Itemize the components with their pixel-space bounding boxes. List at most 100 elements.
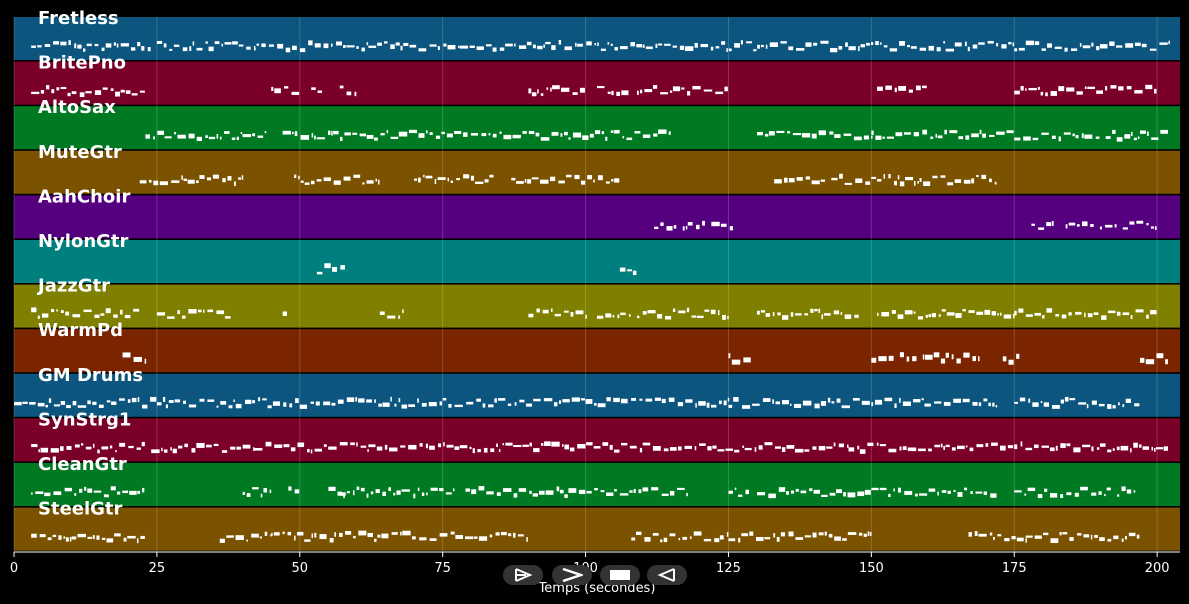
note [963,179,971,184]
note [1134,90,1143,94]
note [891,310,896,314]
note [38,449,40,453]
note [418,48,427,52]
note [1133,490,1136,493]
note [788,46,794,51]
note [206,444,212,448]
note [106,400,111,403]
note [838,443,844,448]
note [360,487,365,492]
note [66,404,71,409]
note [522,444,529,447]
note [954,179,962,183]
note [915,85,921,91]
note [402,530,411,536]
note [693,531,702,536]
note [765,44,768,49]
note [968,532,972,537]
note [1037,494,1043,499]
play-button[interactable] [503,565,543,585]
note [786,491,789,495]
fast-forward-button[interactable] [552,565,592,585]
note [780,41,787,44]
note [64,487,73,492]
note [902,446,907,451]
note [783,177,788,183]
rewind-button[interactable] [647,565,687,585]
note [863,533,867,537]
note [660,222,664,226]
note [137,397,140,402]
note [546,87,549,90]
note [300,180,304,183]
note [1122,404,1125,408]
note [614,129,620,134]
note [814,308,818,312]
note [277,43,284,49]
note [1047,43,1052,48]
note [374,399,376,403]
note [1093,312,1099,316]
note [888,173,891,179]
note [830,47,838,53]
note [498,398,506,401]
note [35,491,44,494]
note [765,313,770,317]
note [188,308,197,314]
note [660,92,668,95]
note [883,174,886,179]
note [1133,137,1137,141]
note [109,445,113,449]
track-lane [14,150,1180,194]
note [535,132,540,137]
note [668,397,675,402]
tick-label: 50 [292,561,309,576]
note [744,447,752,451]
note [742,405,751,409]
note [339,85,344,89]
note [1075,311,1082,315]
note [781,447,786,452]
stop-button[interactable] [600,565,640,585]
note [908,89,913,93]
note [572,92,578,95]
note [685,46,694,52]
note [777,312,781,316]
note [728,404,733,408]
note [568,488,577,493]
note [50,448,59,453]
note [1069,398,1076,401]
note [339,532,343,537]
note [882,136,885,139]
note [98,404,104,408]
note [955,313,962,318]
note [1099,443,1106,447]
note [1116,311,1121,316]
note [653,133,658,137]
note [945,352,949,358]
note [337,399,344,404]
note [605,181,610,184]
note [60,86,67,90]
note [1141,43,1147,48]
note [447,45,456,50]
note [458,45,460,49]
note [978,356,980,362]
note [74,444,80,448]
note [757,44,760,49]
note [836,489,842,494]
note [1041,445,1049,448]
rewind-icon [657,568,675,582]
note [443,442,445,447]
x-axis: 0255075100125150175200 Temps (secondes) [10,551,1180,596]
note [540,443,544,446]
note [1125,43,1134,48]
note [580,398,585,401]
note [1004,537,1010,542]
note [978,533,987,537]
note [943,445,946,450]
note [768,493,776,499]
note [975,491,983,494]
note [356,442,358,447]
note [738,494,743,497]
